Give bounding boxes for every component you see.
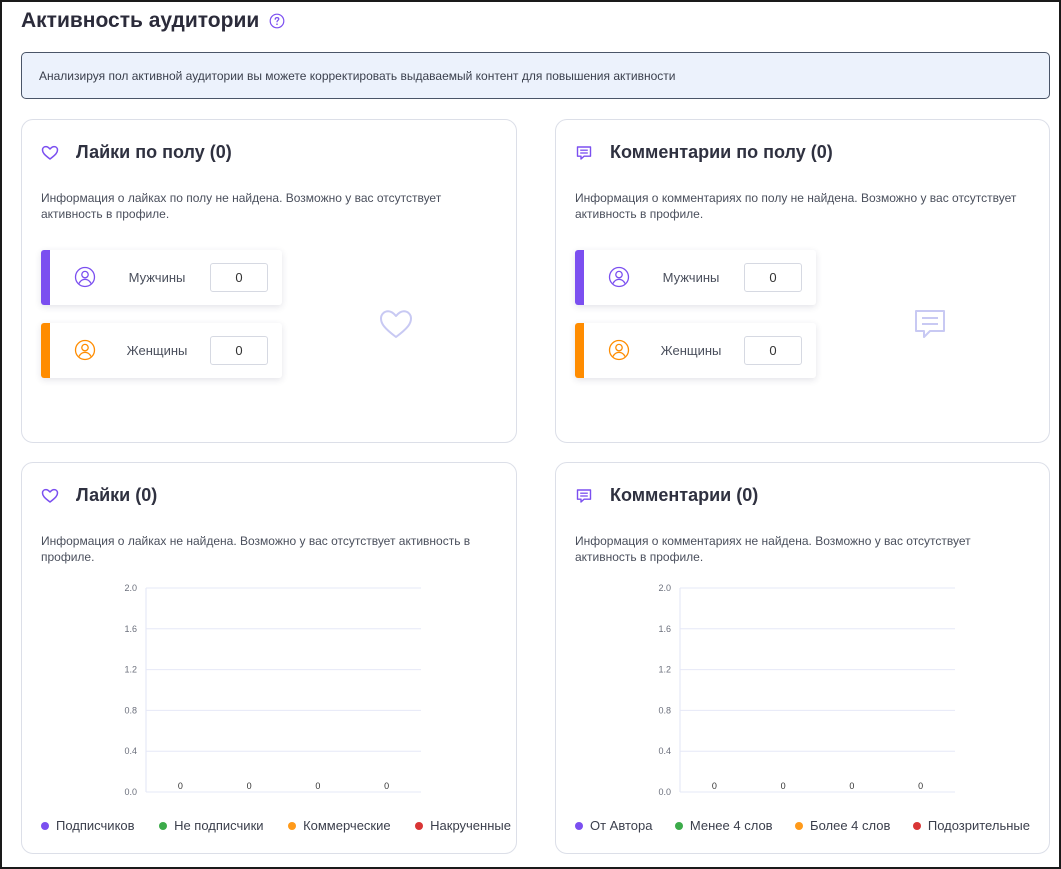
info-banner-text: Анализируя пол активной аудитории вы мож…	[39, 69, 675, 83]
legend-dot	[288, 822, 296, 830]
y-tick-label: 0.8	[124, 705, 137, 715]
legend-label: Более 4 слов	[810, 818, 890, 833]
legend-label: Подозрительные	[928, 818, 1030, 833]
y-tick-label: 2.0	[658, 583, 671, 593]
legend-dot	[795, 822, 803, 830]
legend-dot	[575, 822, 583, 830]
female-user-icon	[608, 339, 630, 361]
y-tick-label: 1.6	[658, 624, 671, 634]
y-tick-label: 2.0	[124, 583, 137, 593]
card-header: Комментарии по полу (0)	[575, 142, 833, 163]
chart-legend: От Автора Менее 4 слов Более 4 слов Подо…	[575, 818, 1030, 833]
female-label: Женщины	[117, 323, 197, 378]
legend-item[interactable]: Подозрительные	[913, 818, 1030, 833]
legend-label: Подписчиков	[56, 818, 135, 833]
question-circle-icon[interactable]	[269, 13, 285, 29]
female-count: 0	[744, 336, 802, 365]
page-title-text: Активность аудитории	[21, 9, 259, 33]
y-tick-label: 0.0	[124, 787, 137, 797]
info-banner: Анализируя пол активной аудитории вы мож…	[21, 52, 1050, 99]
female-color-bar	[575, 323, 584, 378]
male-user-icon	[74, 266, 96, 288]
likes-chart-card: Лайки (0) Информация о лайках не найдена…	[21, 462, 517, 854]
data-label: 0	[178, 781, 183, 791]
legend-label: Не подписчики	[174, 818, 263, 833]
male-label: Мужчины	[651, 250, 731, 305]
comment-placeholder-icon	[912, 306, 948, 342]
male-color-bar	[575, 250, 584, 305]
legend-label: От Автора	[590, 818, 652, 833]
legend-item[interactable]: Более 4 слов	[795, 818, 890, 833]
card-description: Информация о лайках по полу не найдена. …	[41, 190, 491, 222]
data-label: 0	[315, 781, 320, 791]
y-tick-label: 0.8	[658, 705, 671, 715]
legend-label: Коммерческие	[303, 818, 391, 833]
female-user-icon	[74, 339, 96, 361]
comments-chart-card: Комментарии (0) Информация о комментария…	[555, 462, 1050, 854]
data-label: 0	[384, 781, 389, 791]
male-count: 0	[210, 263, 268, 292]
male-count: 0	[744, 263, 802, 292]
likes-by-gender-card: Лайки по полу (0) Информация о лайках по…	[21, 119, 517, 443]
heart-icon	[41, 144, 59, 162]
y-tick-label: 1.6	[124, 624, 137, 634]
legend-label: Менее 4 слов	[690, 818, 773, 833]
stat-row-male: Мужчины 0	[41, 250, 282, 305]
stat-row-female: Женщины 0	[41, 323, 282, 378]
legend-dot	[913, 822, 921, 830]
female-label: Женщины	[651, 323, 731, 378]
female-color-bar	[41, 323, 50, 378]
data-label: 0	[247, 781, 252, 791]
data-label: 0	[849, 781, 854, 791]
legend-item[interactable]: Подписчиков	[41, 818, 135, 833]
legend-dot	[159, 822, 167, 830]
comment-icon	[575, 144, 593, 162]
male-user-icon	[608, 266, 630, 288]
legend-item[interactable]: Накрученные	[415, 818, 511, 833]
chart-legend: Подписчиков Не подписчики Коммерческие Н…	[41, 818, 511, 833]
y-tick-label: 0.4	[658, 746, 671, 756]
comments-by-gender-card: Комментарии по полу (0) Информация о ком…	[555, 119, 1050, 443]
male-label: Мужчины	[117, 250, 197, 305]
legend-item[interactable]: От Автора	[575, 818, 652, 833]
card-title: Комментарии по полу (0)	[610, 142, 833, 163]
data-label: 0	[918, 781, 923, 791]
legend-label: Накрученные	[430, 818, 511, 833]
page-title: Активность аудитории	[21, 9, 285, 33]
stat-row-male: Мужчины 0	[575, 250, 816, 305]
legend-dot	[675, 822, 683, 830]
female-count: 0	[210, 336, 268, 365]
data-label: 0	[712, 781, 717, 791]
likes-bar-chart: 0.0 0.4 0.8 1.2 1.6 2.0 0 0 0 0	[22, 463, 516, 813]
comments-bar-chart: 0.0 0.4 0.8 1.2 1.6 2.0 0 0 0 0	[556, 463, 1049, 813]
legend-item[interactable]: Не подписчики	[159, 818, 263, 833]
legend-dot	[415, 822, 423, 830]
legend-dot	[41, 822, 49, 830]
y-tick-label: 0.0	[658, 787, 671, 797]
stat-row-female: Женщины 0	[575, 323, 816, 378]
y-tick-label: 0.4	[124, 746, 137, 756]
heart-placeholder-icon	[378, 306, 414, 342]
legend-item[interactable]: Коммерческие	[288, 818, 391, 833]
data-label: 0	[781, 781, 786, 791]
card-header: Лайки по полу (0)	[41, 142, 232, 163]
y-tick-label: 1.2	[658, 665, 671, 675]
card-description: Информация о комментариях по полу не най…	[575, 190, 1025, 222]
legend-item[interactable]: Менее 4 слов	[675, 818, 773, 833]
y-tick-label: 1.2	[124, 665, 137, 675]
male-color-bar	[41, 250, 50, 305]
card-title: Лайки по полу (0)	[76, 142, 232, 163]
